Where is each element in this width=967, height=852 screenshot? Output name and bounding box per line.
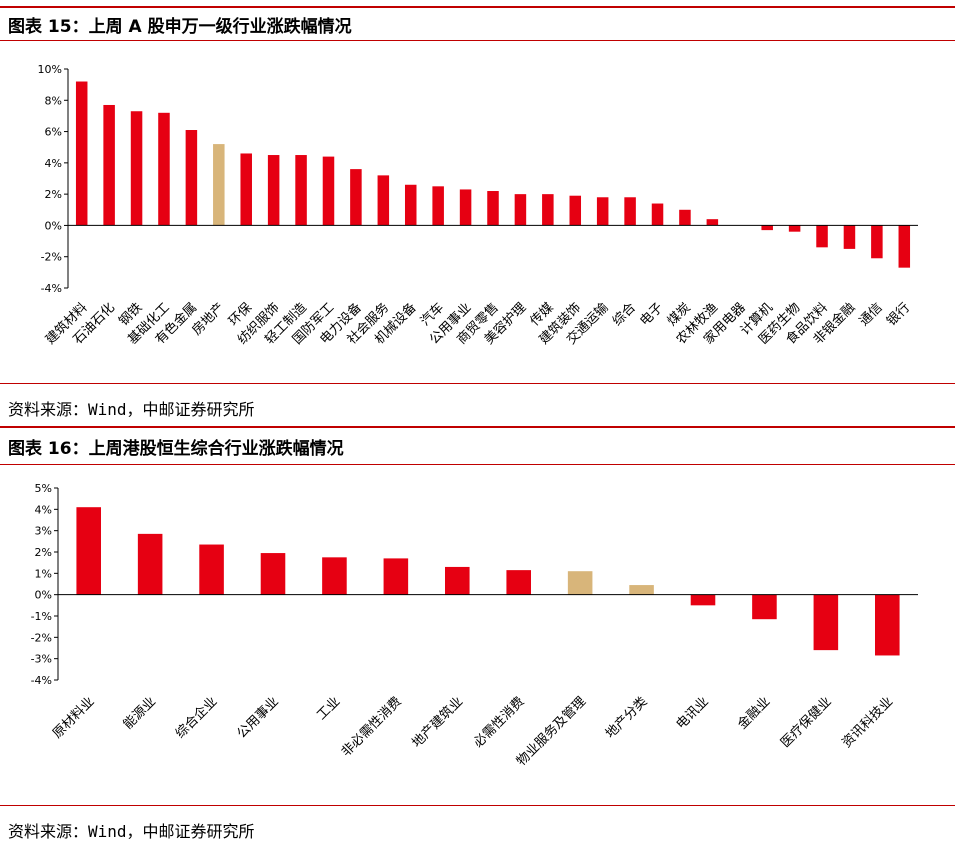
chart2-x-tick-label: 综合企业 (172, 694, 220, 742)
chart1-y-tick-label: 0% (45, 219, 62, 232)
chart1-bar (706, 219, 719, 226)
chart2-x-tick-label: 资讯科技业 (840, 694, 897, 751)
chart1-bar (295, 155, 307, 226)
top-rule (0, 6, 955, 8)
chart2-x-tick-label: 非必需性消费 (339, 694, 405, 760)
chart2-bar (690, 594, 716, 606)
chart1-bar (898, 225, 911, 268)
chart2-bar (567, 571, 593, 595)
chart1-bar (322, 156, 335, 226)
chart2-bar (875, 594, 900, 656)
chart2-y-tick-label: -4% (31, 674, 52, 687)
chart1-y-tick-label: -2% (41, 251, 62, 264)
chart2-y-tick-label: -3% (31, 653, 52, 666)
chart1-x-tick-label: 银行 (884, 300, 913, 329)
chart2-title: 图表 16：上周港股恒生综合行业涨跌幅情况 (8, 439, 344, 459)
chart2-x-tick-label: 原材料业 (50, 694, 97, 741)
chart2-bar (199, 544, 224, 595)
chart2-y-tick-label: -2% (31, 631, 52, 644)
chart2-bar (506, 570, 531, 595)
chart2-x-tick-label: 必需性消费 (471, 694, 528, 751)
chart2-bar (752, 594, 777, 620)
chart1-y-tick-label: 8% (45, 94, 62, 107)
chart1-title-rule (0, 40, 955, 41)
chart2-y-tick-label: 5% (35, 482, 52, 495)
chart1-y-tick-label: 4% (45, 157, 62, 170)
chart2-x-tick-label: 电讯业 (674, 694, 712, 732)
chart1-bar (761, 225, 773, 231)
chart1-bar (130, 111, 143, 226)
chart1-svg: -4%-2%0%2%4%6%8%10%建筑材料石油石化钢铁基础化工有色金属房地产… (38, 63, 918, 348)
chart1-bar (350, 169, 362, 226)
chart1-bar (213, 144, 225, 226)
chart2-x-tick-label: 医疗保健业 (778, 694, 835, 751)
chart2-y-tick-label: 4% (35, 503, 52, 516)
chart1-bar (651, 203, 664, 226)
chart2-y-tick-label: 2% (35, 546, 52, 559)
chart1-bar (240, 153, 252, 226)
chart1-x-tick-label: 通信 (857, 300, 886, 329)
chart1-bar (514, 194, 527, 226)
chart2-y-tick-label: 1% (35, 567, 52, 580)
chart2-bar (260, 553, 286, 595)
chart2-svg: -4% -3% -2% -1% 0% 1% 2% 3% 4% 5% 原材料业 能源业 综合企业 公用事业 工… (31, 482, 918, 769)
chart1-bar (788, 225, 801, 232)
chart1-bar (158, 112, 170, 226)
chart2-x-tick-label: 地产建筑业 (409, 694, 466, 751)
chart1-bar (542, 194, 554, 226)
chart1-bar (377, 175, 390, 226)
chart1-bar (404, 184, 417, 226)
chart2-x-tick-label: 公用事业 (234, 694, 281, 741)
chart2-x-tick-label: 金融业 (734, 694, 773, 733)
chart2-y-tick-label: 3% (35, 525, 52, 538)
chart1-bar (596, 197, 609, 226)
chart1-y-tick-label: 2% (45, 188, 62, 201)
chart2-bar (813, 594, 839, 651)
chart2-y-tick-label: 0% (35, 589, 52, 602)
chart1-bar (267, 155, 280, 226)
chart2-bar (76, 507, 101, 595)
chart2-x-tick-label: 能源业 (121, 694, 159, 732)
chart2-y-tick-label: -1% (31, 610, 52, 623)
chart1-x-tick-label: 电子 (637, 300, 666, 329)
chart1-source: 资料来源：Wind，中邮证券研究所 (8, 400, 255, 419)
chart1-bar (432, 186, 444, 226)
chart2-source: 资料来源：Wind，中邮证券研究所 (8, 822, 255, 841)
chart2-bar (383, 558, 409, 595)
chart2-x-tick-label: 地产分类 (603, 694, 650, 741)
chart1-bar (843, 225, 856, 249)
chart2-bar (445, 566, 470, 595)
chart1-bottom-rule (0, 383, 955, 384)
chart1-bar (75, 81, 88, 226)
chart1-bar (679, 209, 691, 226)
chart1-y-tick-label: 6% (45, 126, 62, 139)
chart1-title: 图表 15：上周 A 股申万一级行业涨跌幅情况 (8, 17, 352, 37)
chart1-y-tick-label: -4% (41, 282, 62, 295)
chart2-title-rule (0, 464, 955, 465)
chart2-bottom-rule (0, 805, 955, 806)
chart1-y-tick-label: 10% (38, 63, 62, 76)
chart1-bar (185, 130, 198, 226)
section2-top-rule (0, 426, 955, 428)
chart1-bar (816, 225, 828, 248)
chart1-bar (624, 197, 636, 226)
chart1-x-tick-label: 综合 (610, 300, 639, 329)
chart1-bar (487, 191, 499, 226)
chart2-x-tick-label: 工业 (314, 694, 343, 723)
chart1-bar (459, 189, 472, 226)
chart2-bar (137, 533, 163, 595)
chart1-bar (103, 104, 115, 226)
chart2-bar (322, 557, 347, 595)
chart1-bar (569, 195, 582, 226)
chart2-bar (629, 585, 654, 595)
chart1-bar (871, 225, 883, 259)
